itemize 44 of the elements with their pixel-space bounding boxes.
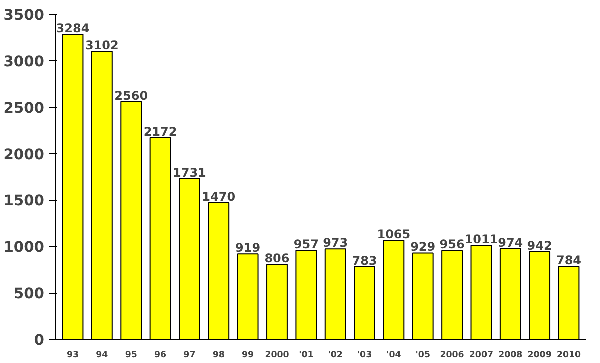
x-tick-label: 98	[212, 350, 225, 360]
x-tick-label: 99	[242, 350, 254, 360]
x-tick-label: 96	[154, 350, 167, 360]
y-tick-label: 2000	[4, 146, 45, 164]
data-label: 929	[410, 240, 436, 254]
data-label: 1731	[173, 166, 206, 180]
data-label: 956	[440, 238, 465, 252]
data-label: 919	[236, 241, 261, 256]
x-tick-label: '01	[299, 350, 314, 360]
data-label: 1065	[377, 228, 411, 242]
x-tick-label: 97	[184, 350, 196, 360]
x-tick-label: 2008	[498, 350, 523, 360]
data-label: 957	[294, 238, 319, 252]
data-label: 806	[264, 252, 290, 266]
x-tick-label: 2010	[556, 350, 582, 360]
x-tick-label: '02	[328, 350, 343, 360]
data-label: 1011	[464, 232, 498, 247]
x-tick-label: '03	[357, 350, 372, 360]
y-tick-label: 500	[14, 286, 44, 303]
x-tick-label: 95	[125, 350, 138, 360]
data-label: 783	[352, 254, 378, 268]
x-tick-label: 2007	[469, 350, 494, 360]
y-tick-label: 2500	[4, 100, 45, 117]
x-tick-label: 2000	[265, 350, 290, 360]
y-tick-label: 3500	[4, 7, 45, 24]
y-tick-label: 0	[34, 332, 45, 349]
data-label: 942	[527, 239, 552, 254]
data-label: 3102	[85, 38, 119, 52]
data-label: 974	[498, 236, 524, 250]
y-tick-label: 3000	[4, 53, 45, 70]
x-tick-label: 93	[66, 350, 80, 360]
data-label: 3284	[56, 22, 90, 36]
x-tick-label: '04	[386, 350, 402, 360]
y-tick-label: 1000	[4, 239, 45, 256]
data-label: 1470	[202, 190, 236, 204]
x-tick-label: 2006	[440, 350, 464, 360]
x-tick-label: '05	[416, 350, 430, 360]
data-label: 784	[556, 254, 582, 268]
data-label: 2172	[144, 124, 178, 139]
data-label: 973	[323, 236, 348, 250]
y-tick-label: 1500	[4, 192, 45, 210]
x-tick-label: 94	[96, 350, 108, 360]
data-label: 2560	[114, 88, 148, 103]
x-tick-label: 2009	[528, 350, 552, 360]
